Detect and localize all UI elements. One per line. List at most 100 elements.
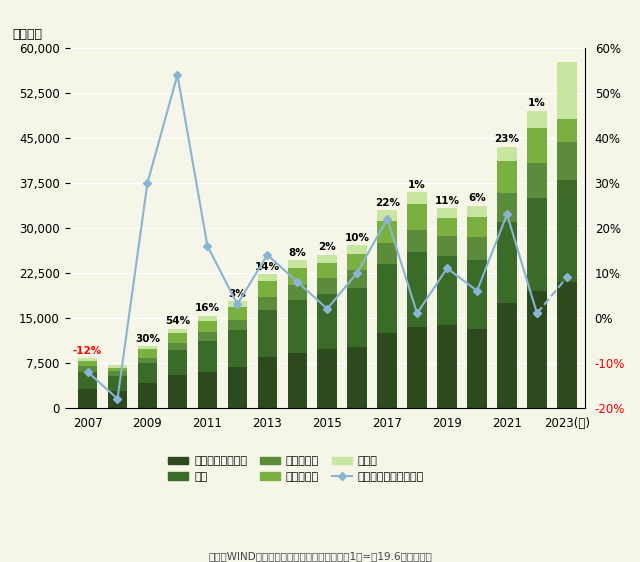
Bar [378, 210, 397, 221]
Text: 2%: 2% [318, 242, 336, 252]
Bar [198, 372, 217, 408]
Text: 14%: 14% [255, 262, 280, 271]
Text: 出所：WINDデータよりアイザワ証券作成　　1元=甫19.6円　計算）: 出所：WINDデータよりアイザワ証券作成 1元=甫19.6円 計算） [208, 551, 432, 561]
Bar [287, 285, 307, 300]
Bar [557, 180, 577, 282]
Text: 23%: 23% [495, 134, 520, 144]
Bar [497, 222, 516, 303]
Bar [467, 237, 487, 260]
Bar [108, 368, 127, 371]
Bar [168, 375, 187, 408]
Bar [108, 391, 127, 408]
Bar [467, 329, 487, 408]
Bar [378, 264, 397, 333]
Bar [467, 260, 487, 329]
Bar [348, 347, 367, 408]
Text: 30%: 30% [135, 334, 160, 343]
Text: -12%: -12% [73, 346, 102, 356]
Bar [317, 255, 337, 263]
Bar [78, 372, 97, 388]
Bar [287, 352, 307, 408]
Bar [527, 198, 547, 291]
Bar [108, 371, 127, 376]
Bar [348, 270, 367, 288]
Bar [108, 376, 127, 391]
Bar [257, 274, 277, 281]
Bar [198, 332, 217, 341]
Bar [527, 163, 547, 198]
Bar [437, 256, 457, 325]
Bar [527, 128, 547, 163]
Bar [138, 383, 157, 408]
Bar [138, 357, 157, 364]
Bar [168, 350, 187, 375]
Bar [378, 243, 397, 264]
Bar [78, 361, 97, 366]
Bar [497, 303, 516, 408]
Bar [437, 218, 457, 235]
Text: （億元）: （億元） [13, 28, 43, 40]
Bar [168, 343, 187, 350]
Bar [168, 333, 187, 343]
Bar [138, 346, 157, 349]
Bar [138, 349, 157, 357]
Text: 3%: 3% [228, 289, 246, 299]
Bar [78, 388, 97, 408]
Bar [287, 268, 307, 285]
Bar [228, 307, 247, 320]
Bar [108, 365, 127, 368]
Bar [527, 111, 547, 128]
Bar [317, 294, 337, 349]
Bar [198, 316, 217, 321]
Text: 1%: 1% [408, 180, 426, 190]
Bar [257, 281, 277, 297]
Text: 8%: 8% [289, 248, 306, 258]
Bar [437, 208, 457, 218]
Bar [78, 359, 97, 361]
Bar [257, 297, 277, 310]
Bar [497, 193, 516, 222]
Bar [497, 147, 516, 161]
Bar [408, 230, 427, 252]
Bar [138, 364, 157, 383]
Bar [168, 329, 187, 333]
Bar [467, 206, 487, 217]
Bar [348, 245, 367, 254]
Bar [348, 254, 367, 270]
Text: 1%: 1% [528, 98, 546, 108]
Bar [287, 260, 307, 268]
Legend: 製造業などその他, 銀行, 保険・証券, エネルギー, 不動産, 全体の前年比（右軸）: 製造業などその他, 銀行, 保険・証券, エネルギー, 不動産, 全体の前年比（… [168, 456, 424, 482]
Bar [408, 252, 427, 327]
Bar [408, 192, 427, 204]
Bar [557, 119, 577, 142]
Text: 11%: 11% [435, 196, 460, 206]
Bar [467, 217, 487, 237]
Bar [228, 301, 247, 307]
Bar [497, 161, 516, 193]
Bar [198, 321, 217, 332]
Text: 16%: 16% [195, 303, 220, 313]
Bar [408, 327, 427, 408]
Bar [557, 62, 577, 119]
Bar [257, 357, 277, 408]
Bar [198, 341, 217, 372]
Text: 10%: 10% [345, 233, 370, 243]
Bar [557, 142, 577, 180]
Bar [527, 291, 547, 408]
Bar [378, 221, 397, 243]
Bar [317, 349, 337, 408]
Bar [437, 325, 457, 408]
Bar [408, 204, 427, 230]
Bar [228, 367, 247, 408]
Text: 54%: 54% [165, 316, 190, 327]
Bar [348, 288, 367, 347]
Bar [317, 263, 337, 278]
Bar [287, 300, 307, 352]
Bar [317, 278, 337, 294]
Bar [228, 320, 247, 330]
Bar [78, 366, 97, 372]
Bar [257, 310, 277, 357]
Text: 6%: 6% [468, 193, 486, 203]
Bar [437, 235, 457, 256]
Bar [378, 333, 397, 408]
